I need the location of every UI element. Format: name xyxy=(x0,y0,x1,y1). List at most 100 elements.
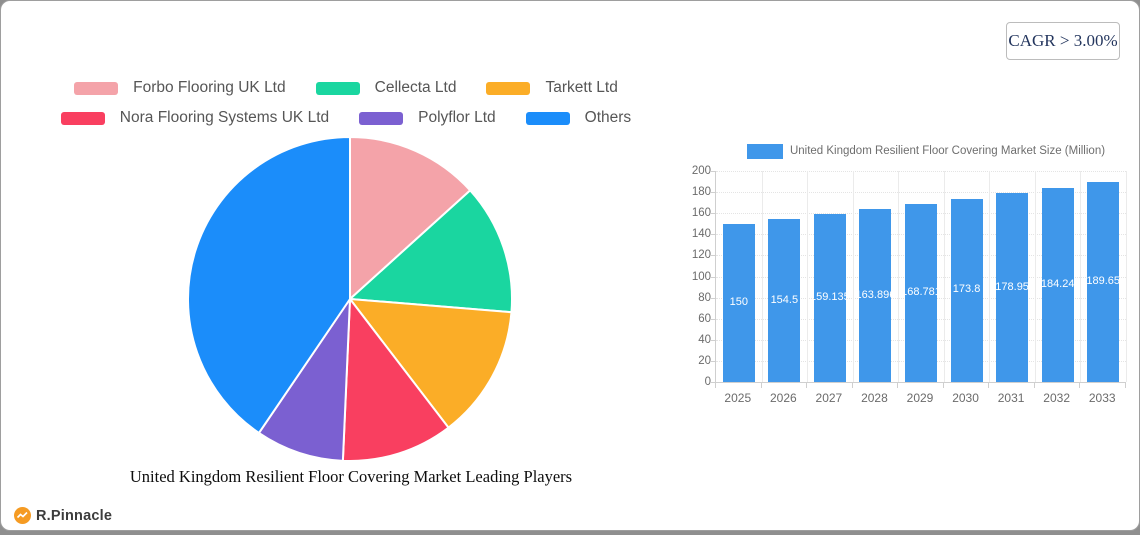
bar-2029[interactable]: 168.781 xyxy=(905,203,937,382)
pie-chart xyxy=(186,135,513,462)
x-axis-category-label: 2029 xyxy=(906,391,934,405)
bar-value-label: 173.8 xyxy=(952,283,981,296)
pie-slice[interactable] xyxy=(347,188,513,314)
x-axis-tick-mark xyxy=(1033,383,1035,388)
logo-icon xyxy=(14,507,31,524)
y-axis-tick-label: 160 xyxy=(691,207,711,220)
pie-legend-item[interactable]: Polyflor Ltd xyxy=(359,109,496,127)
bar-value-label: 159.135 xyxy=(814,291,846,304)
y-axis-tick-mark xyxy=(710,255,715,257)
bar-2030[interactable]: 173.8 xyxy=(950,198,983,382)
gridline-horizontal xyxy=(716,171,1126,172)
pie-slice[interactable] xyxy=(257,295,352,462)
pie-slice[interactable] xyxy=(349,135,472,302)
bar-legend-label: United Kingdom Resilient Floor Covering … xyxy=(789,145,1106,157)
bar-value-label: 178.95 xyxy=(996,280,1029,293)
bar-value-label: 184.24 xyxy=(1041,277,1074,290)
legend-swatch xyxy=(74,81,119,95)
x-axis-category-label: 2031 xyxy=(997,391,1025,405)
x-axis-tick-mark xyxy=(1125,383,1126,388)
x-axis-category-label: 2028 xyxy=(861,391,888,405)
pie-legend-item[interactable]: Tarkett Ltd xyxy=(486,79,618,97)
pie-legend-item[interactable]: Forbo Flooring UK Ltd xyxy=(74,79,286,97)
bar-2025[interactable]: 150 xyxy=(722,223,755,382)
y-axis-tick-label: 180 xyxy=(691,186,711,199)
pie-legend-row: Nora Flooring Systems UK Ltd Polyflor Ltd… xyxy=(41,103,651,133)
gridline-vertical xyxy=(761,171,763,382)
gridline-vertical xyxy=(898,171,900,382)
y-axis-tick-label: 0 xyxy=(704,376,711,388)
legend-label: Others xyxy=(584,109,632,126)
y-axis-tick-label: 120 xyxy=(691,249,711,262)
legend-label: Cellecta Ltd xyxy=(374,79,457,96)
bar-legend-swatch xyxy=(746,143,783,159)
legend-label: Nora Flooring Systems UK Ltd xyxy=(119,109,330,126)
bar-2033[interactable]: 189.65 xyxy=(1087,181,1120,382)
bar-value-label: 189.65 xyxy=(1087,274,1120,287)
x-axis-tick-mark xyxy=(897,383,899,388)
x-axis-category-label: 2026 xyxy=(769,391,797,405)
y-axis-tick-mark xyxy=(710,318,715,320)
bar-value-label: 150 xyxy=(729,295,748,308)
bar-2028[interactable]: 163.896 xyxy=(859,209,892,382)
gridline-vertical xyxy=(1034,171,1036,382)
bar-chart-legend-item[interactable]: United Kingdom Resilient Floor Covering … xyxy=(715,143,1137,159)
brand-logo: R.Pinnacle xyxy=(14,507,112,524)
x-axis-category-label: 2030 xyxy=(952,391,979,405)
y-axis-tick-label: 100 xyxy=(691,270,711,283)
x-axis-category-label: 2032 xyxy=(1043,391,1070,405)
y-axis-tick-label: 60 xyxy=(698,312,711,325)
x-axis-tick-mark xyxy=(942,383,944,388)
pie-legend-item[interactable]: Nora Flooring Systems UK Ltd xyxy=(60,109,330,127)
gridline-vertical xyxy=(943,171,945,382)
legend-swatch xyxy=(359,111,404,125)
bar-value-label: 168.781 xyxy=(905,285,937,298)
y-axis-tick-mark xyxy=(710,276,715,278)
bar-2026[interactable]: 154.5 xyxy=(768,219,801,382)
y-axis-tick-mark xyxy=(710,360,715,362)
y-axis-tick-mark xyxy=(710,382,715,383)
gridline-vertical xyxy=(852,171,854,382)
pie-chart-legend: Forbo Flooring UK Ltd Cellecta Ltd Tarkett… xyxy=(41,73,651,133)
legend-swatch xyxy=(60,111,105,125)
legend-swatch xyxy=(315,81,360,95)
y-axis-tick-label: 200 xyxy=(691,165,711,177)
cagr-badge: CAGR > 3.00% xyxy=(1006,22,1120,60)
pie-legend-row: Forbo Flooring UK Ltd Cellecta Ltd Tarkett… xyxy=(41,73,651,103)
y-axis-tick-mark xyxy=(710,339,715,341)
x-axis-tick-mark xyxy=(760,383,762,388)
y-axis-tick-label: 40 xyxy=(698,333,711,346)
y-axis-tick-mark xyxy=(710,171,715,172)
gridline-vertical xyxy=(1126,171,1127,382)
bar-chart: United Kingdom Resilient Floor Covering … xyxy=(687,143,1137,413)
bar-2031[interactable]: 178.95 xyxy=(996,193,1029,382)
x-axis-tick-mark xyxy=(1079,383,1081,388)
legend-swatch xyxy=(525,111,570,125)
y-axis-tick-mark xyxy=(710,192,715,194)
cagr-badge-label: CAGR > 3.00% xyxy=(1008,31,1118,50)
x-axis-tick-mark xyxy=(851,383,853,388)
pie-slice[interactable] xyxy=(341,296,450,462)
pie-legend-item[interactable]: Others xyxy=(525,109,632,127)
bar-value-label: 163.896 xyxy=(859,288,891,301)
gridline-vertical xyxy=(807,171,809,382)
bar-2032[interactable]: 184.24 xyxy=(1041,187,1074,382)
pie-chart-title: United Kingdom Resilient Floor Covering … xyxy=(129,467,573,486)
gridline-horizontal xyxy=(716,192,1126,194)
x-axis-category-label: 2027 xyxy=(815,391,843,405)
pie-legend-item[interactable]: Cellecta Ltd xyxy=(315,79,457,97)
pie-slice[interactable] xyxy=(186,135,351,435)
logo-text: R.Pinnacle xyxy=(36,507,113,524)
y-axis-tick-mark xyxy=(710,213,715,215)
y-axis-tick-label: 20 xyxy=(698,354,711,367)
x-axis-category-label: 2025 xyxy=(724,391,752,405)
x-axis-tick-mark xyxy=(806,383,808,388)
gridline-vertical xyxy=(989,171,991,382)
y-axis-tick-mark xyxy=(710,297,715,299)
legend-label: Tarkett Ltd xyxy=(545,79,618,96)
pie-slice[interactable] xyxy=(347,297,513,430)
legend-label: Forbo Flooring UK Ltd xyxy=(133,79,286,96)
bar-2027[interactable]: 159.135 xyxy=(813,214,846,382)
